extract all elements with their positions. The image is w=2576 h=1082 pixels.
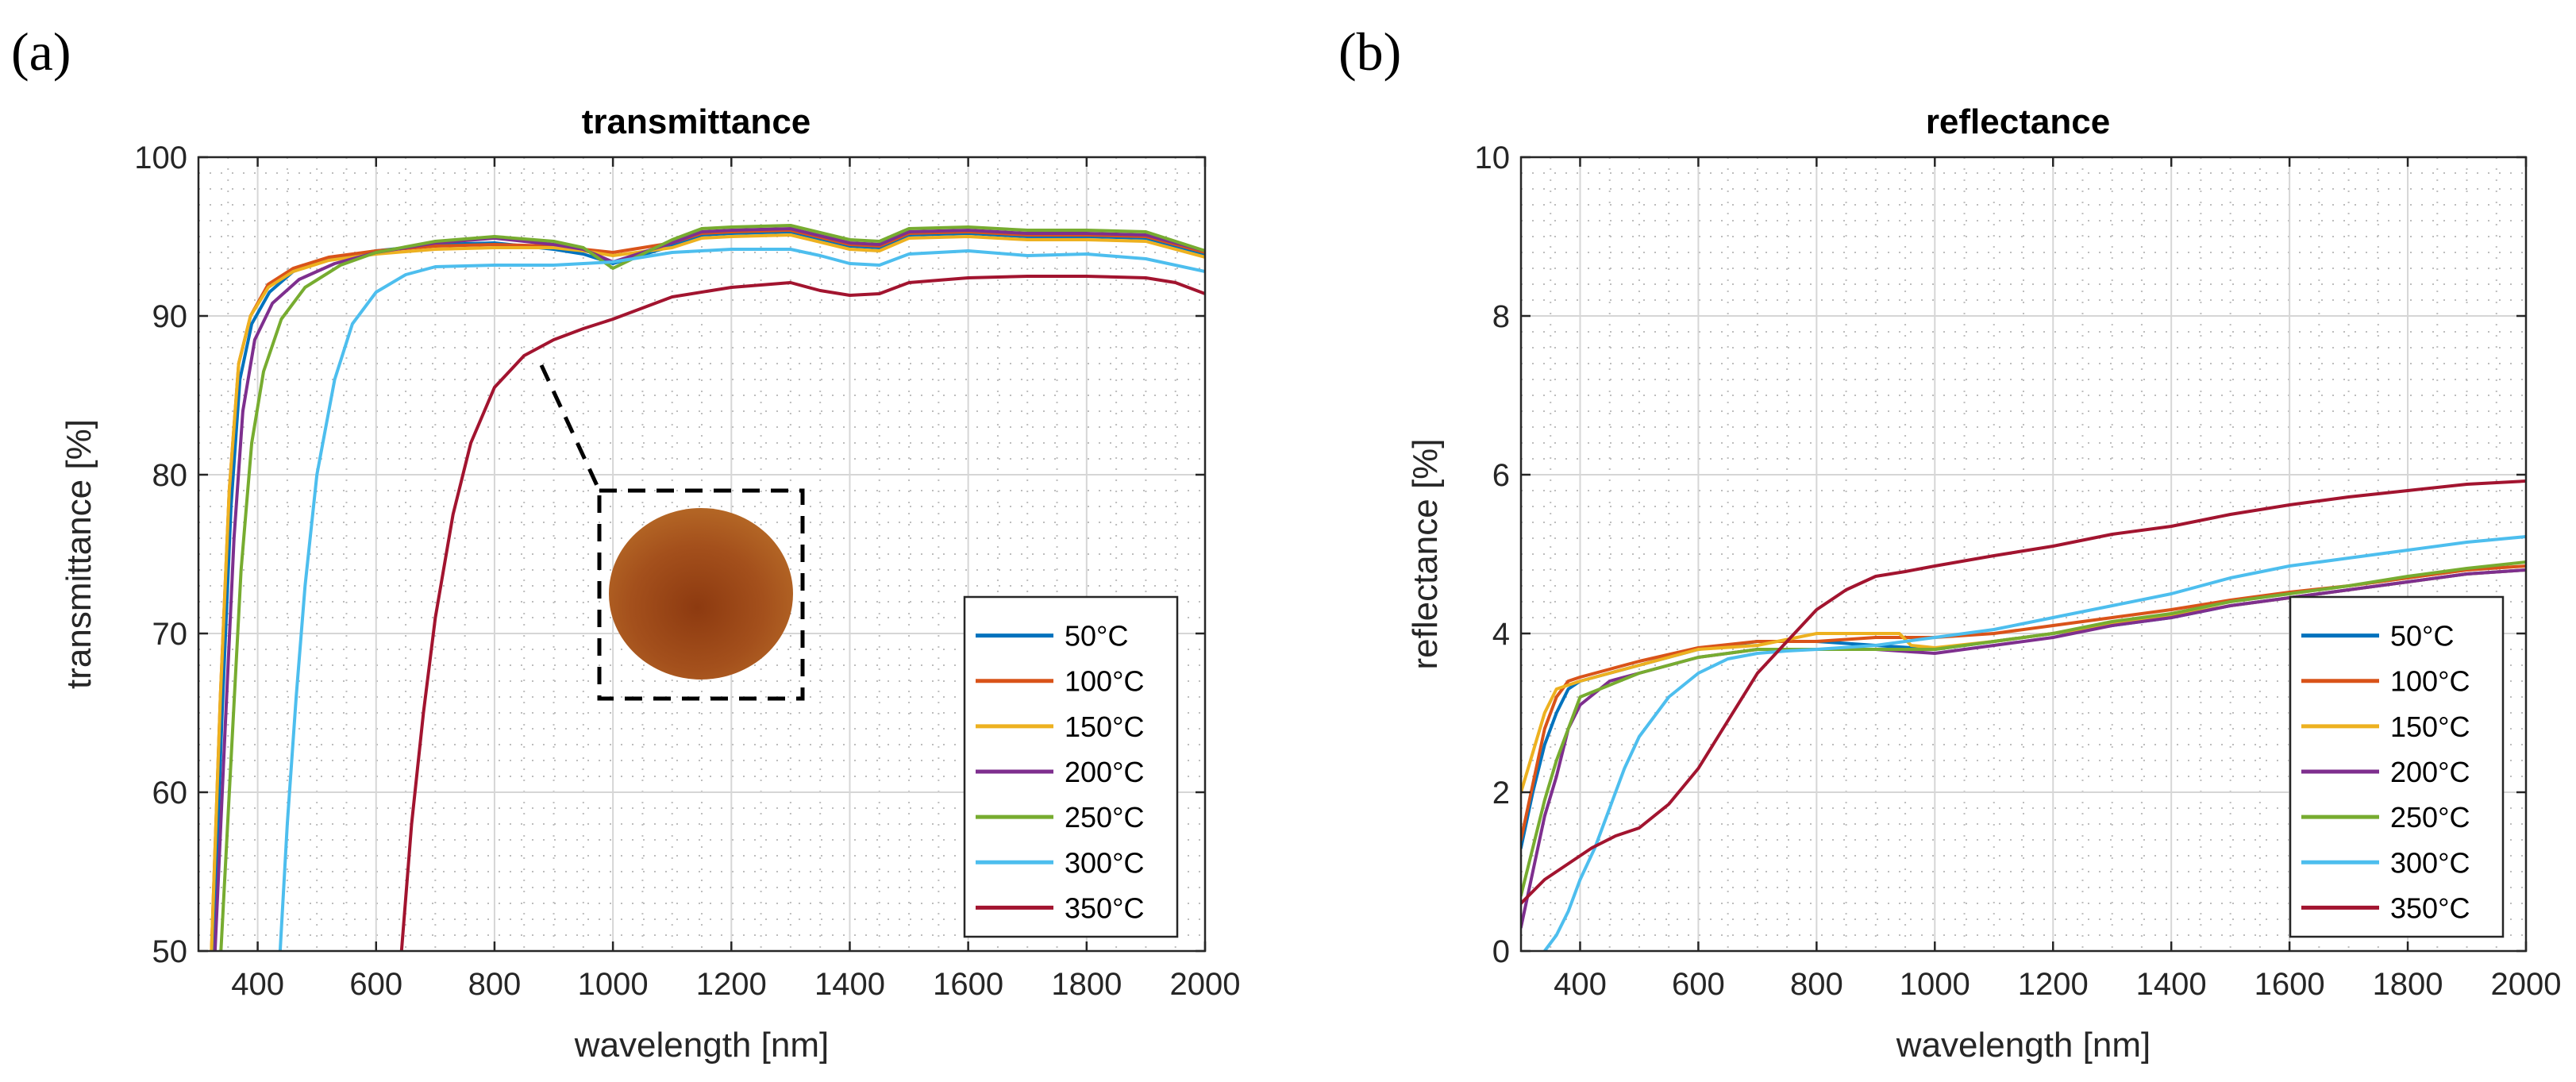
series-line-300C <box>278 248 1205 951</box>
legend-entry: 250°C <box>2390 801 2470 834</box>
x-tick-label: 1800 <box>1051 967 1122 1002</box>
legend-box <box>963 595 1179 938</box>
x-tick-label: 1400 <box>2136 967 2207 1002</box>
y-tick-label: 4 <box>1492 617 1510 652</box>
y-tick-label: 0 <box>1492 934 1510 969</box>
y-tick-label: 10 <box>1475 141 1511 175</box>
x-tick-label: 1600 <box>2254 967 2325 1002</box>
legend-entry: 300°C <box>2390 846 2470 879</box>
x-tick-label: 2000 <box>1170 967 1241 1002</box>
x-tick-label: 1600 <box>933 967 1003 1002</box>
legend: 50°C 100°C 150°C 200°C 250°C 300°C 350°C <box>963 595 1179 938</box>
legend-entry: 200°C <box>2390 756 2470 788</box>
y-tick-label: 8 <box>1492 299 1510 334</box>
x-tick-label: 600 <box>1672 967 1725 1002</box>
x-tick-label: 2000 <box>2491 967 2562 1002</box>
plot-area <box>197 156 1207 953</box>
legend-entry: 50°C <box>2390 620 2454 653</box>
y-tick-label: 80 <box>152 458 188 493</box>
legend-entry: 300°C <box>1065 846 1144 879</box>
x-axis-label: wavelength [nm] <box>1896 1026 2151 1065</box>
legend-box <box>2289 595 2505 938</box>
series-line-300C <box>1542 535 2526 951</box>
transmittance-chart: transmittance 400 600 800 1000 1200 1400 1600 1… <box>60 102 1240 1065</box>
inset-photo <box>539 364 805 701</box>
legend-entry: 250°C <box>1065 801 1144 834</box>
x-tick-label: 1200 <box>2018 967 2089 1002</box>
x-tick-label: 1000 <box>578 967 649 1002</box>
legend-entry: 100°C <box>1065 665 1144 698</box>
series-line-250C <box>1521 560 2526 897</box>
x-tick-label: 1000 <box>1900 967 1970 1002</box>
y-tick-label: 70 <box>152 617 188 652</box>
y-tick-label: 100 <box>134 141 187 175</box>
legend: 50°C 100°C 150°C 200°C 250°C 300°C 350°C <box>2289 595 2505 938</box>
y-tick-label: 2 <box>1492 776 1510 811</box>
panel-label-b: (b) <box>1338 21 1401 82</box>
series-line-150C <box>210 233 1205 951</box>
legend-entry: 50°C <box>1065 620 1128 653</box>
panel-label-a: (a) <box>11 21 71 82</box>
y-tick-label: 90 <box>152 299 188 334</box>
y-tick-label: 50 <box>152 934 188 969</box>
series-line-200C <box>213 227 1205 951</box>
y-tick-label: 6 <box>1492 458 1510 493</box>
x-tick-label: 800 <box>1790 967 1843 1002</box>
x-tick-label: 1800 <box>2373 967 2443 1002</box>
sample-disc <box>609 508 793 680</box>
legend-entry: 150°C <box>1065 710 1144 743</box>
inset-connector-line <box>539 364 602 492</box>
x-tick-label: 1200 <box>696 967 767 1002</box>
legend-entry: 150°C <box>2390 710 2470 743</box>
legend-entry: 350°C <box>1065 891 1144 924</box>
series-line-350C <box>1521 479 2526 905</box>
x-tick-label: 400 <box>231 967 284 1002</box>
chart-title: transmittance <box>582 102 811 141</box>
x-tick-label: 600 <box>349 967 402 1002</box>
legend-entry: 350°C <box>2390 891 2470 924</box>
series-line-350C <box>399 275 1205 951</box>
inset-frame <box>597 488 805 701</box>
plot-area <box>1519 156 2528 953</box>
y-axis-label: transmittance [%] <box>60 419 98 689</box>
x-tick-label: 400 <box>1554 967 1607 1002</box>
legend-entry: 200°C <box>1065 756 1144 788</box>
y-axis-label: reflectance [%] <box>1406 438 1445 669</box>
x-tick-label: 800 <box>468 967 522 1002</box>
y-tick-label: 60 <box>152 776 188 811</box>
series-line-250C <box>219 224 1205 951</box>
x-axis-label: wavelength [nm] <box>574 1026 829 1065</box>
reflectance-chart: reflectance 400 600 800 1000 1200 1400 1600 180… <box>1406 102 2561 1065</box>
chart-title: reflectance <box>1926 102 2110 141</box>
legend-entry: 100°C <box>2390 665 2470 698</box>
x-tick-label: 1400 <box>814 967 885 1002</box>
